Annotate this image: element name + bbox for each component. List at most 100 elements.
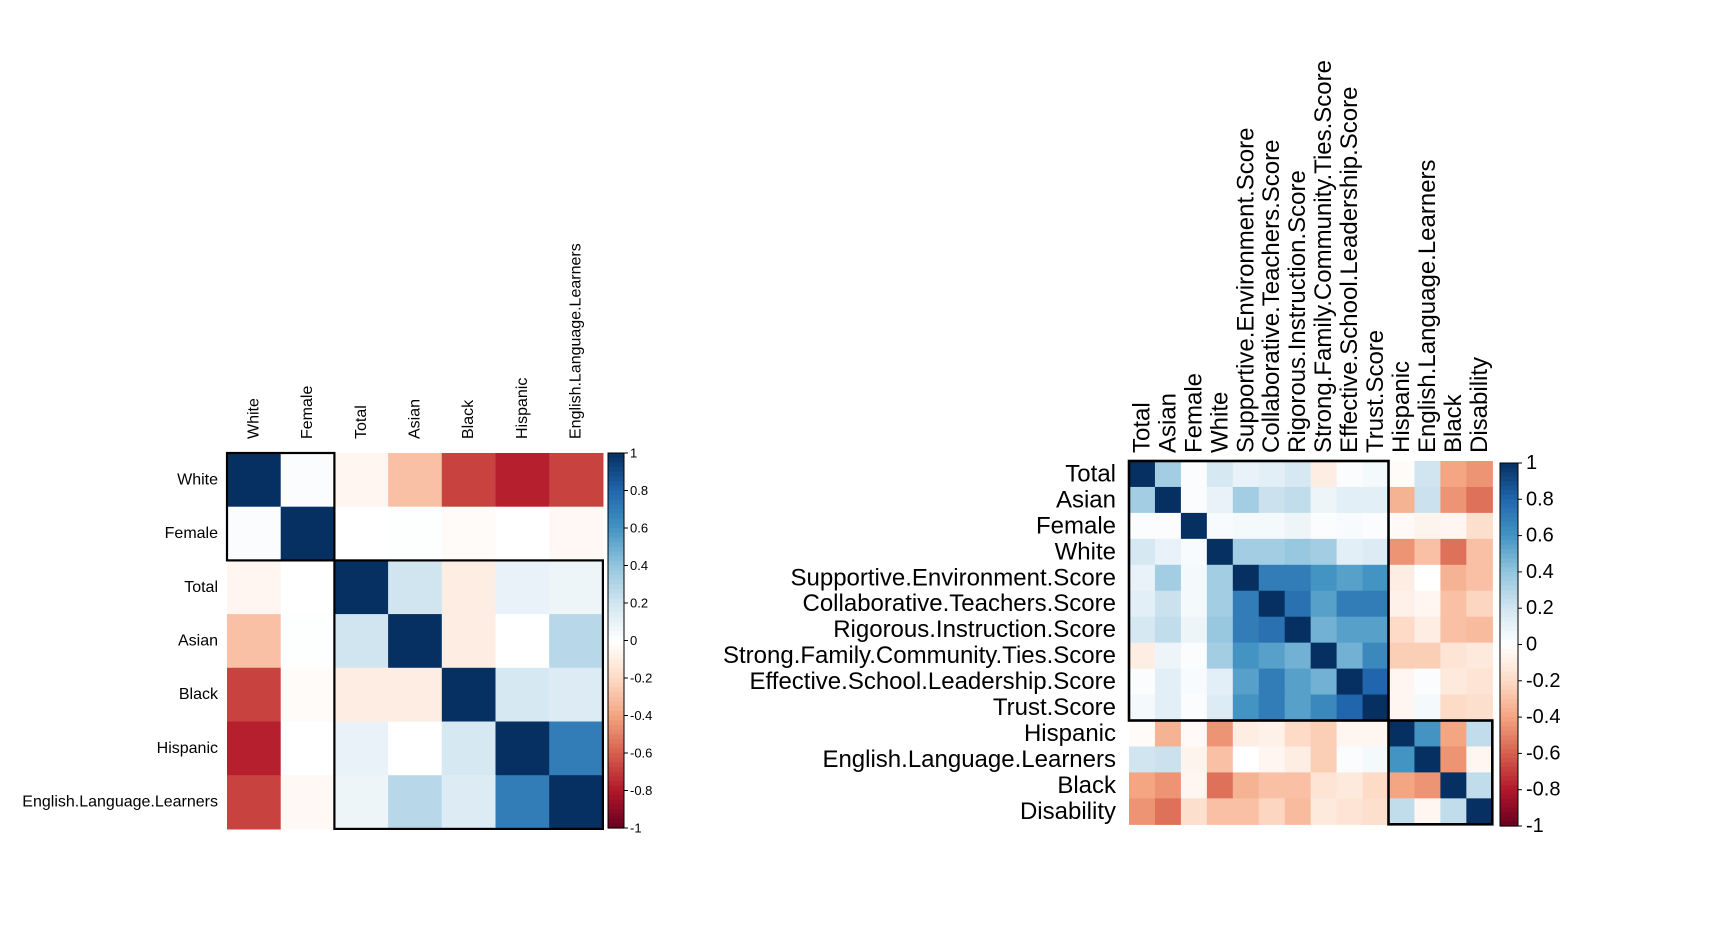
colorbar-segment	[608, 560, 624, 567]
heatmap-cell-3-3	[1206, 538, 1234, 566]
colorbar-segment	[608, 513, 624, 520]
colorbar-segment	[608, 682, 624, 688]
heatmap-cell-2-3	[388, 560, 443, 615]
column-label: Black	[460, 399, 477, 439]
heatmap-cell-6-11	[1414, 616, 1441, 644]
colorbar-segment	[608, 762, 624, 768]
heatmap-cell-0-3	[388, 453, 443, 508]
heatmap-cell-0-6	[1284, 461, 1312, 488]
colorbar-segment	[608, 654, 624, 660]
heatmap-cell-7-5	[1258, 642, 1286, 670]
heatmap-cell-2-11	[1414, 512, 1441, 540]
heatmap-cell-6-2	[1180, 616, 1208, 644]
colorbar-segment	[1500, 667, 1518, 673]
column-label: Collaborative.Teachers.Score	[1258, 140, 1285, 454]
colorbar-segment	[608, 804, 624, 810]
heatmap-cell-2-12	[1440, 512, 1467, 540]
heatmap-cell-0-9	[1362, 461, 1390, 488]
colorbar-segment	[1500, 762, 1518, 768]
heatmap-cell-3-2	[1180, 538, 1208, 566]
column-label: Total	[1128, 402, 1155, 453]
heatmap-cell-5-0	[227, 721, 282, 776]
colorbar-segment	[608, 532, 624, 538]
colorbar-segment	[1500, 717, 1518, 723]
colorbar-segment	[608, 757, 624, 763]
heatmap-cell-3-4	[1232, 538, 1260, 566]
heatmap-cell-10-8	[1336, 720, 1364, 748]
colorbar-segment	[608, 776, 624, 782]
colorbar-segment	[608, 649, 624, 656]
heatmap-cell-1-2	[334, 506, 389, 561]
heatmap-cell-0-4	[1232, 461, 1260, 488]
colorbar-segment	[1500, 776, 1518, 782]
heatmap-cell-2-2	[1180, 512, 1208, 540]
column-label: Black	[1440, 393, 1467, 453]
colorbar-segment	[608, 523, 624, 529]
colorbar-segment	[1500, 708, 1518, 714]
heatmap-cell-10-10	[1388, 720, 1416, 748]
heatmap-cell-12-0	[1129, 772, 1156, 799]
heatmap-cell-11-6	[1284, 746, 1312, 773]
heatmap-cell-10-6	[1284, 720, 1312, 748]
row-label: White	[1055, 538, 1116, 565]
heatmap-cell-4-1	[280, 667, 335, 723]
colorbar-segment	[608, 795, 624, 801]
colorbar-segment	[608, 621, 624, 628]
heatmap-cell-5-4	[441, 721, 497, 776]
heatmap-cell-1-4	[1232, 486, 1260, 514]
heatmap-cell-1-12	[1440, 486, 1467, 514]
heatmap-cell-1-0	[227, 506, 282, 561]
colorbar-segment	[1500, 821, 1518, 827]
heatmap-cell-1-4	[441, 506, 497, 561]
heatmap-cell-1-2	[1180, 486, 1208, 514]
colorbar-segment	[1500, 744, 1518, 750]
colorbar-segment	[1500, 767, 1518, 773]
right-correlation-heatmap: TotalAsianFemaleWhiteSupportive.Environm…	[723, 60, 1560, 837]
heatmap-cell-2-7	[1310, 512, 1338, 540]
colorbar-segment	[608, 659, 624, 665]
heatmap-cell-2-1	[1154, 512, 1182, 540]
heatmap-cell-10-5	[1258, 720, 1286, 748]
heatmap-cell-4-2	[334, 667, 389, 723]
heatmap-cell-6-13	[1466, 616, 1493, 644]
heatmap-cell-5-12	[1440, 590, 1467, 618]
row-label: Asian	[178, 632, 218, 649]
row-label: Hispanic	[157, 740, 218, 757]
colorbar-segment	[1500, 540, 1518, 546]
heatmap-cell-11-10	[1388, 746, 1416, 773]
heatmap-cell-6-0	[1129, 616, 1156, 644]
heatmap-cell-4-9	[1362, 564, 1390, 592]
colorbar-segment	[608, 734, 624, 740]
column-label: Trust.Score	[1362, 330, 1389, 453]
colorbar-segment	[608, 565, 624, 571]
colorbar-segment	[608, 813, 624, 820]
heatmap-cell-4-13	[1466, 564, 1493, 592]
colorbar-segment	[608, 504, 624, 510]
row-label: Asian	[1056, 486, 1116, 513]
colorbar-segment	[1500, 816, 1518, 823]
colorbar-segment	[1500, 721, 1518, 727]
heatmap-cell-4-6	[1284, 564, 1312, 592]
colorbar-segment	[608, 617, 624, 623]
colorbar-segment	[608, 551, 624, 557]
column-label: Effective.School.Leadership.Score	[1336, 87, 1363, 453]
column-label: Hispanic	[514, 378, 531, 439]
colorbar-segment	[1500, 531, 1518, 537]
heatmap-cell-2-9	[1362, 512, 1390, 540]
colorbar-segment	[1500, 481, 1518, 487]
heatmap-cell-6-1	[280, 775, 335, 830]
heatmap-cell-5-2	[1180, 590, 1208, 618]
heatmap-cell-12-4	[1232, 772, 1260, 799]
column-label: Female	[299, 386, 316, 439]
colorbar-segment	[1500, 490, 1518, 496]
heatmap-cell-11-8	[1336, 746, 1364, 773]
heatmap-cell-4-12	[1440, 564, 1467, 592]
heatmap-cell-6-10	[1388, 616, 1416, 644]
heatmap-cell-10-7	[1310, 720, 1338, 748]
colorbar-segment	[1500, 694, 1518, 700]
heatmap-cell-9-6	[1284, 694, 1312, 722]
heatmap-cell-3-5	[495, 614, 550, 669]
heatmap-cell-1-1	[280, 506, 335, 561]
column-label: White	[245, 398, 262, 439]
colorbar-tick-label: -0.8	[630, 783, 652, 798]
